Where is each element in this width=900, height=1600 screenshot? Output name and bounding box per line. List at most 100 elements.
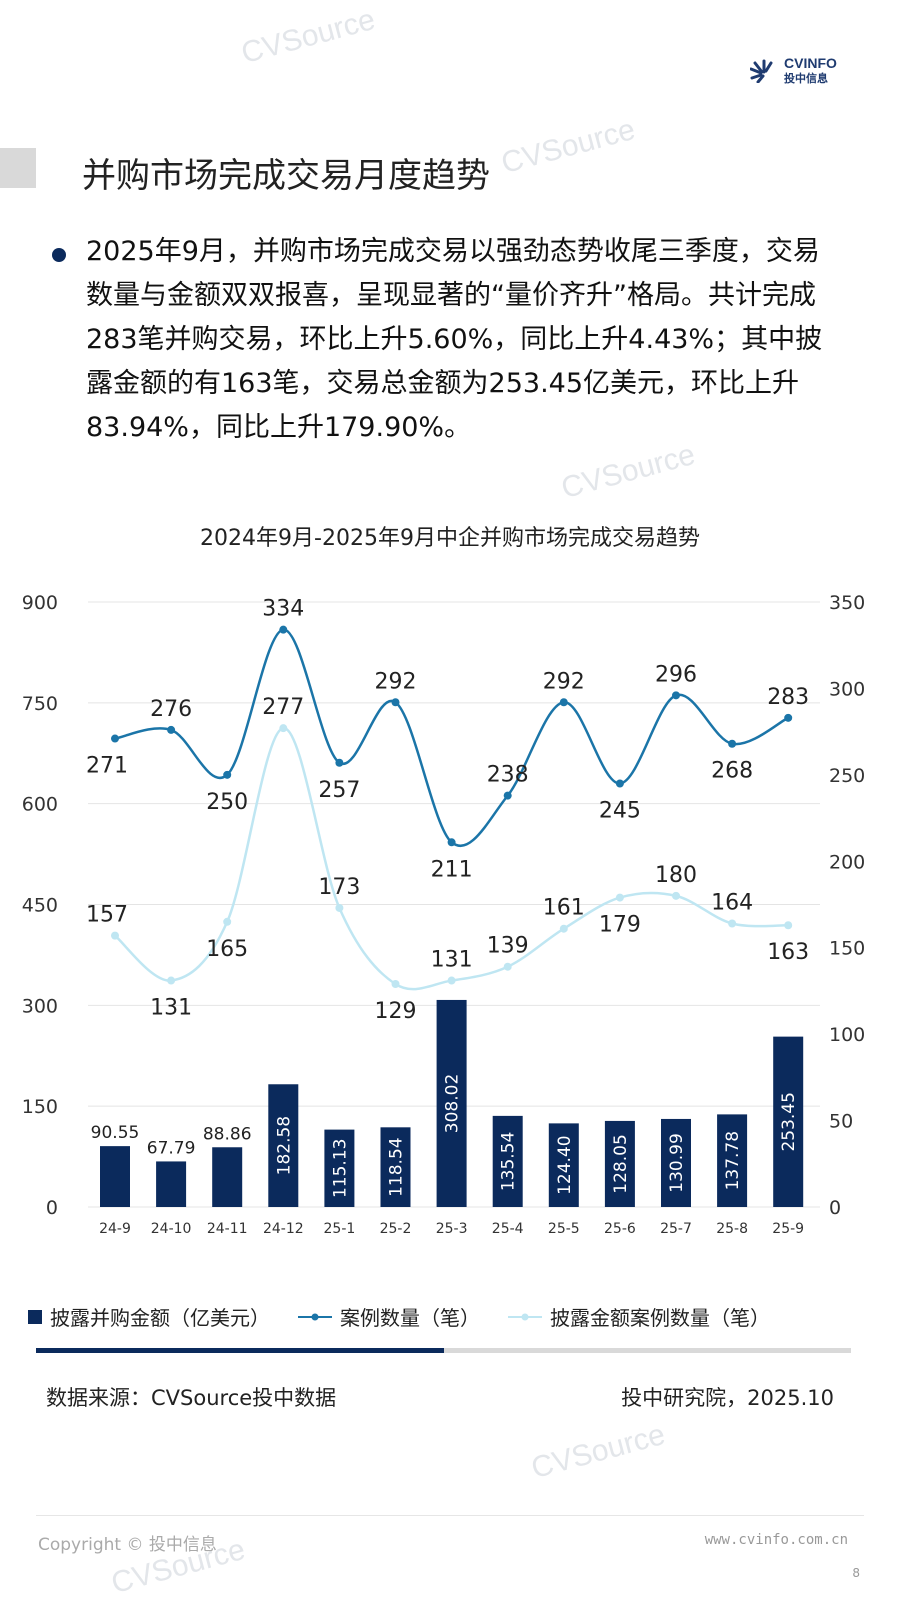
right-axis-tick: 300 xyxy=(829,678,865,700)
legend-item-count: 案例数量（笔） xyxy=(298,1302,480,1331)
legend-swatch-line xyxy=(298,1313,332,1320)
data-point xyxy=(672,691,680,700)
page-title: 并购市场完成交易月度趋势 xyxy=(82,156,490,196)
data-point xyxy=(559,924,568,933)
legend-swatch-line xyxy=(508,1313,542,1320)
bar-label: 137.78 xyxy=(723,1131,743,1190)
legend-label: 披露金额案例数量（笔） xyxy=(550,1306,770,1330)
left-axis-tick: 0 xyxy=(46,1197,58,1219)
data-label: 157 xyxy=(86,903,128,928)
left-axis-tick: 750 xyxy=(22,693,58,715)
bar xyxy=(380,1127,411,1207)
bar-label: 124.40 xyxy=(555,1135,575,1194)
left-axis-tick: 900 xyxy=(22,592,58,614)
copyright: Copyright © 投中信息 xyxy=(38,1535,217,1555)
data-point xyxy=(223,770,232,779)
bar xyxy=(212,1147,243,1207)
bar xyxy=(324,1129,355,1207)
bar xyxy=(604,1120,635,1207)
bar xyxy=(156,1161,187,1207)
x-axis-tick: 24-12 xyxy=(263,1221,304,1237)
bullet-icon xyxy=(52,248,66,262)
right-axis-tick: 100 xyxy=(829,1024,865,1046)
x-axis-tick: 24-10 xyxy=(151,1221,192,1237)
bar-label: 67.79 xyxy=(147,1138,196,1158)
data-point xyxy=(167,976,176,985)
data-label: 277 xyxy=(262,695,304,720)
bar-label: 135.54 xyxy=(499,1132,519,1191)
bar-label: 308.02 xyxy=(443,1074,463,1133)
left-axis-tick: 150 xyxy=(22,1096,58,1118)
legend-label: 披露并购金额（亿美元） xyxy=(50,1306,270,1330)
data-point xyxy=(784,713,793,722)
x-axis-tick: 25-9 xyxy=(772,1221,804,1237)
data-point xyxy=(728,739,737,748)
data-label: 131 xyxy=(150,996,192,1021)
x-axis-tick: 25-3 xyxy=(436,1221,468,1237)
title-accent xyxy=(0,148,36,188)
cvinfo-logo: CVINFO 投中信息 xyxy=(750,56,837,86)
right-axis-tick: 200 xyxy=(829,851,865,873)
data-point xyxy=(559,698,568,707)
bar xyxy=(661,1118,691,1207)
data-label: 238 xyxy=(487,763,529,788)
right-axis-tick: 50 xyxy=(829,1111,853,1133)
data-point xyxy=(728,919,737,928)
legend-swatch-bar xyxy=(28,1309,42,1324)
data-point xyxy=(784,921,793,930)
data-label: 292 xyxy=(543,669,585,694)
data-label: 129 xyxy=(375,999,417,1024)
bar-label: 182.58 xyxy=(274,1116,294,1175)
data-point xyxy=(335,758,344,767)
data-label: 164 xyxy=(711,891,753,916)
logo-burst-icon xyxy=(750,59,773,83)
bar xyxy=(268,1084,299,1207)
x-axis-tick: 25-6 xyxy=(604,1221,636,1237)
right-axis-tick: 0 xyxy=(829,1197,841,1219)
chart: 0 150 300 450 600 750 900 0 50 100 150 200 250 300 350… xyxy=(22,592,866,1237)
legend-item-disclosed-count: 披露金额案例数量（笔） xyxy=(508,1302,770,1331)
progress-fill xyxy=(36,1348,444,1353)
legend-label: 案例数量（笔） xyxy=(340,1306,480,1330)
data-label: 268 xyxy=(711,759,753,784)
summary-paragraph: 2025年9月，并购市场完成交易以强劲态势收尾三季度，交易数量与金额双双报喜，呈… xyxy=(86,236,823,443)
data-label: 173 xyxy=(318,875,360,900)
data-point xyxy=(167,725,176,734)
x-axis-tick: 25-2 xyxy=(380,1221,412,1237)
bar-label: 88.86 xyxy=(203,1124,252,1144)
bar-label: 253.45 xyxy=(779,1092,799,1151)
data-point xyxy=(223,917,232,926)
data-label: 139 xyxy=(487,934,529,959)
bar xyxy=(436,999,467,1207)
x-axis-tick: 25-1 xyxy=(324,1221,356,1237)
data-point xyxy=(503,791,512,800)
x-axis-tick: 24-9 xyxy=(99,1221,131,1237)
data-label: 257 xyxy=(318,778,360,803)
legend: 披露并购金额（亿美元） 案例数量（笔） 披露金额案例数量（笔） xyxy=(28,1302,770,1331)
data-label: 163 xyxy=(767,940,809,965)
data-point xyxy=(391,698,400,707)
data-point xyxy=(615,779,624,788)
data-point xyxy=(111,734,119,743)
data-point xyxy=(335,903,344,912)
bar xyxy=(717,1114,748,1207)
x-axis-tick: 24-11 xyxy=(207,1221,248,1237)
data-point xyxy=(615,893,624,902)
bar-label: 115.13 xyxy=(330,1139,350,1198)
left-axis-tick: 450 xyxy=(22,895,58,917)
data-label: 131 xyxy=(431,948,473,973)
chart-title: 2024年9月-2025年9月中企并购市场完成交易趋势 xyxy=(200,526,700,551)
bar xyxy=(100,1146,130,1207)
data-label: 296 xyxy=(655,662,697,687)
page-number: 8 xyxy=(852,1566,860,1580)
data-label: 271 xyxy=(86,754,128,779)
bar-label: 130.99 xyxy=(667,1133,687,1192)
bar xyxy=(548,1123,579,1207)
data-point xyxy=(503,962,512,971)
website-link[interactable]: www.cvinfo.com.cn xyxy=(704,1532,848,1548)
data-label: 180 xyxy=(655,863,697,888)
right-axis-tick: 150 xyxy=(829,938,865,960)
data-point xyxy=(279,724,288,733)
data-label: 211 xyxy=(431,857,473,882)
